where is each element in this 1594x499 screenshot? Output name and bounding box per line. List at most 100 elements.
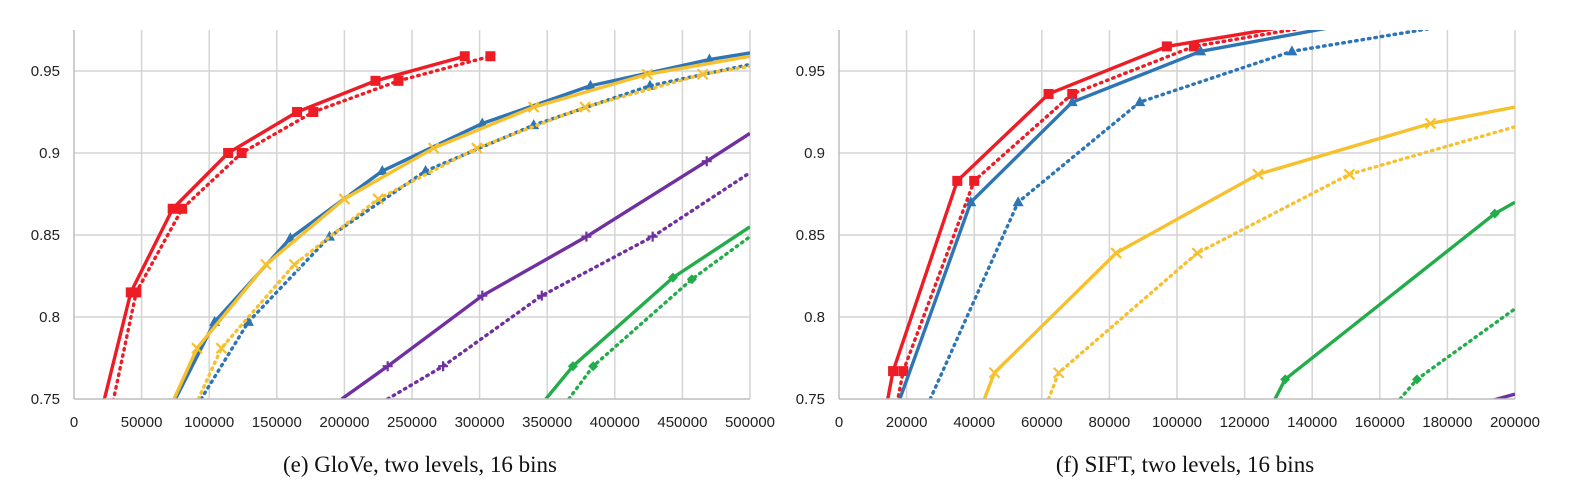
sift-point-red-dotted — [1067, 88, 1078, 99]
sift-point-green-dotted — [1411, 374, 1422, 385]
glove-y-tick-label: 0.95 — [31, 63, 60, 80]
glove-y-tick-label: 0.8 — [39, 309, 60, 326]
glove-x-tick-label: 100000 — [184, 414, 234, 431]
glove-series — [102, 51, 750, 399]
glove-x-tick-label: 50000 — [121, 414, 163, 431]
sift-point-red-solid — [1043, 88, 1054, 99]
sift-point-blue-dotted — [1012, 196, 1024, 207]
glove-caption: (e) GloVe, two levels, 16 bins — [283, 452, 557, 477]
sift-point-blue-solid — [1195, 45, 1207, 56]
glove-point-yellow-dotted — [288, 258, 301, 271]
glove-point-yellow-dotted — [579, 101, 591, 113]
glove-point-green-dotted — [686, 274, 697, 285]
sift-x-tick-label: 180000 — [1422, 414, 1472, 431]
sift-point-blue-solid — [1066, 96, 1078, 107]
glove-point-red-solid — [292, 107, 303, 117]
glove-x-tick-label: 450000 — [657, 414, 707, 431]
sift-x-tick-label: 200000 — [1490, 414, 1540, 431]
glove-point-yellow-dotted — [372, 193, 384, 205]
sift-point-blue-solid — [965, 196, 977, 207]
glove-series-red-solid — [102, 54, 466, 399]
sift-x-tick-label: 0 — [835, 414, 843, 431]
sift-point-red-solid — [952, 175, 963, 186]
glove-point-red-dotted — [131, 287, 142, 298]
glove-point-red-dotted — [236, 148, 247, 158]
glove-point-purple-dotted — [647, 231, 658, 242]
sift-series-blue-solid — [898, 30, 1327, 399]
glove-point-yellow-dotted — [696, 68, 709, 81]
sift-point-blue-dotted — [1286, 45, 1298, 56]
sift-point-blue-dotted — [1455, 17, 1466, 27]
glove-point-purple-solid — [477, 290, 488, 301]
sift-point-yellow-dotted — [1343, 168, 1356, 181]
glove-point-blue-solid — [376, 165, 388, 176]
sift-point-red-solid — [888, 366, 899, 377]
glove-point-red-solid — [459, 51, 470, 62]
sift-point-blue-solid — [1347, 17, 1358, 27]
sift-point-yellow-solid — [1110, 247, 1122, 259]
glove-x-tick-label: 0 — [70, 414, 78, 431]
glove-point-yellow-solid — [427, 142, 440, 154]
glove-point-blue-solid — [703, 53, 715, 64]
glove-point-yellow-solid — [338, 193, 351, 205]
glove-point-blue-dotted — [242, 315, 254, 326]
sift-point-green-solid — [1489, 208, 1500, 219]
glove-point-red-solid — [370, 75, 381, 86]
glove-point-green-dotted — [588, 361, 599, 372]
sift-grid — [839, 30, 1516, 399]
glove-x-tick-label: 400000 — [590, 414, 640, 431]
glove-point-purple-solid — [701, 156, 712, 167]
glove-x-tick-label: 350000 — [522, 414, 572, 431]
sift-x-tick-label: 140000 — [1287, 414, 1337, 431]
glove-series-yellow-dotted — [196, 64, 750, 399]
sift-point-red-solid — [1300, 18, 1310, 28]
sift-series-green-dotted — [1398, 307, 1515, 399]
sift-series-yellow-solid — [982, 105, 1515, 399]
sift-axes — [838, 30, 1515, 400]
glove-y-tick-label: 0.75 — [31, 391, 60, 408]
glove-point-yellow-dotted — [471, 142, 483, 154]
glove-point-purple-solid — [382, 361, 393, 372]
sift-y-tick-label: 0.75 — [796, 391, 825, 408]
sift-x-tick-label: 100000 — [1152, 414, 1202, 431]
sift-point-green-solid — [1280, 374, 1291, 385]
glove-point-red-solid — [125, 287, 136, 298]
glove-x-ticks: 0 50000 100000 150000 200000 250000 300000 3500… — [70, 414, 775, 431]
glove-point-yellow-solid — [260, 258, 272, 271]
glove-x-tick-label: 300000 — [455, 414, 505, 431]
sift-x-tick-label: 40000 — [953, 414, 995, 431]
glove-point-red-dotted — [393, 75, 404, 86]
sift-x-tick-label: 60000 — [1021, 414, 1063, 431]
glove-y-tick-label: 0.85 — [31, 227, 60, 244]
glove-series-green-solid — [544, 225, 750, 399]
sift-point-red-dotted — [898, 366, 909, 377]
glove-point-red-dotted — [485, 51, 496, 62]
glove-point-red-solid — [223, 148, 234, 158]
sift-series-purple-solid — [1490, 392, 1515, 399]
glove-point-purple-solid — [581, 231, 592, 242]
sift-point-yellow-solid — [1252, 168, 1264, 181]
glove-chart: 0.75 0.8 0.85 0.9 0.95 0 50000 100000 150000 200… — [31, 30, 775, 477]
sift-x-ticks: 0 20000 40000 60000 80000 100000 120000 140000 1… — [835, 414, 1540, 431]
sift-series-red-dotted — [896, 30, 1301, 399]
sift-point-yellow-solid — [1424, 117, 1437, 130]
glove-point-yellow-solid — [527, 101, 540, 113]
glove-x-tick-label: 250000 — [387, 414, 437, 431]
glove-point-blue-solid — [584, 79, 596, 90]
sift-point-red-solid — [1161, 41, 1172, 52]
sift-y-ticks: 0.75 0.8 0.85 0.9 0.95 — [796, 63, 825, 408]
glove-point-blue-solid — [476, 117, 488, 128]
sift-series-green-solid — [1273, 200, 1515, 399]
sift-y-tick-label: 0.8 — [804, 309, 825, 326]
sift-chart: 0.75 0.8 0.85 0.9 0.95 0 20000 40000 60000 80000… — [796, 17, 1540, 477]
glove-point-blue-dotted — [420, 165, 432, 176]
glove-x-tick-label: 150000 — [252, 414, 302, 431]
sift-point-yellow-dotted — [1191, 247, 1204, 259]
glove-series-purple-dotted — [385, 170, 750, 399]
glove-series-purple-solid — [340, 131, 750, 399]
glove-point-yellow-solid — [191, 342, 203, 354]
sift-point-red-dotted — [1188, 41, 1199, 52]
glove-point-green-solid — [567, 361, 578, 372]
glove-series-blue-dotted — [199, 62, 750, 399]
